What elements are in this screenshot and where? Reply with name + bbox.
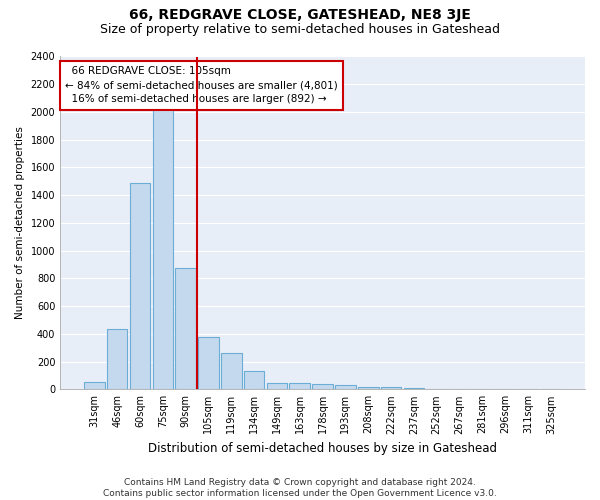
X-axis label: Distribution of semi-detached houses by size in Gateshead: Distribution of semi-detached houses by … (148, 442, 497, 455)
Bar (221, 354, 242, 390)
Bar (244, 370, 265, 390)
Y-axis label: Number of semi-detached properties: Number of semi-detached properties (15, 126, 25, 320)
Bar (518, 388, 538, 390)
Bar (313, 384, 333, 390)
Bar (335, 385, 356, 390)
Text: Contains HM Land Registry data © Crown copyright and database right 2024.
Contai: Contains HM Land Registry data © Crown c… (103, 478, 497, 498)
Bar (198, 338, 219, 390)
Text: Size of property relative to semi-detached houses in Gateshead: Size of property relative to semi-detach… (100, 22, 500, 36)
Bar (107, 329, 127, 390)
Bar (130, 182, 150, 390)
Bar (381, 387, 401, 390)
Bar (175, 268, 196, 390)
Text: 66 REDGRAVE CLOSE: 105sqm
← 84% of semi-detached houses are smaller (4,801)
  16: 66 REDGRAVE CLOSE: 105sqm ← 84% of semi-… (65, 66, 338, 104)
Bar (427, 388, 447, 390)
Bar (289, 383, 310, 390)
Bar (495, 388, 515, 390)
Bar (84, 382, 104, 390)
Bar (404, 388, 424, 390)
Bar (152, 109, 173, 390)
Bar (358, 386, 379, 390)
Bar (541, 388, 561, 390)
Text: 66, REDGRAVE CLOSE, GATESHEAD, NE8 3JE: 66, REDGRAVE CLOSE, GATESHEAD, NE8 3JE (129, 8, 471, 22)
Bar (266, 383, 287, 390)
Bar (472, 388, 493, 390)
Bar (449, 388, 470, 390)
